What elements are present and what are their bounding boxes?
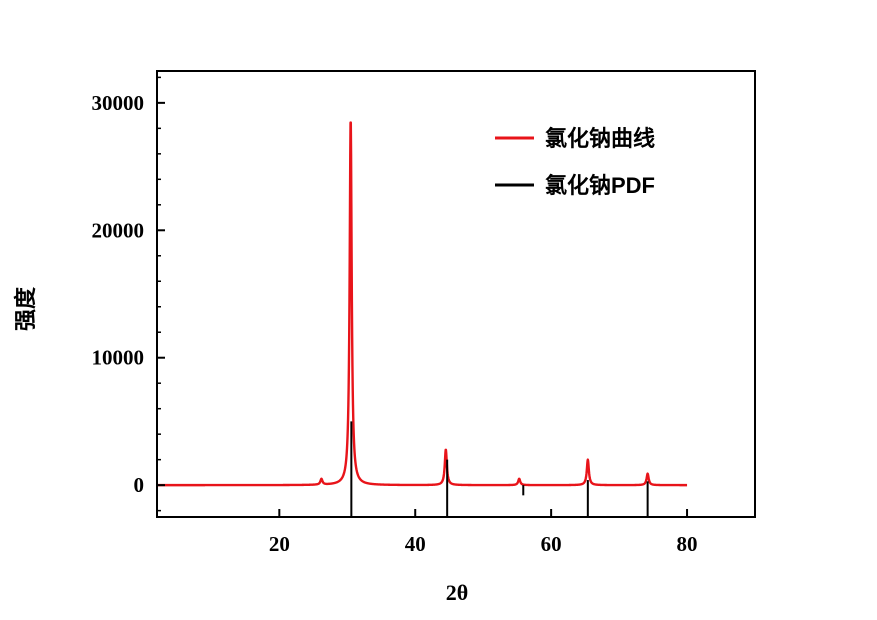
y-axis-title: 强度	[13, 286, 38, 331]
y-tick-label: 0	[134, 473, 145, 497]
x-tick-label: 60	[541, 532, 562, 556]
series-line-0	[156, 121, 688, 487]
legend-label-curve: 氯化钠曲线	[545, 126, 655, 151]
x-axis-title: 2θ	[446, 580, 468, 605]
x-tick-label: 40	[405, 532, 426, 556]
x-tick-label: 20	[269, 532, 290, 556]
x-tick-label: 80	[677, 532, 698, 556]
ticks-layer: 20 40 60 80 0 10000 20000 30000	[92, 76, 698, 556]
y-tick-label: 30000	[92, 91, 145, 115]
plot-frame	[156, 70, 756, 518]
y-tick-label: 10000	[92, 346, 145, 370]
y-tick-label: 20000	[92, 218, 145, 242]
series-layer	[156, 121, 688, 517]
legend: 氯化钠曲线 氯化钠PDF	[495, 126, 655, 198]
legend-label-pdf: 氯化钠PDF	[545, 173, 655, 198]
